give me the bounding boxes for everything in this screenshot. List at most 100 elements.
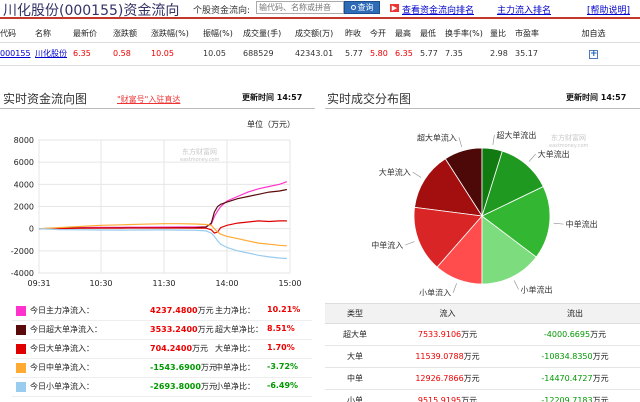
amount: 42343.01 (295, 41, 345, 66)
legend-ratio: 1.70% (267, 343, 295, 352)
prev-close: 5.77 (345, 41, 370, 66)
flow-chart-x-ticks: 09:31 10:30 11:30 14:00 15:00 (28, 279, 302, 288)
legend-label: 今日主力净流入： (30, 306, 94, 315)
flow-series-line (38, 228, 287, 260)
dist-update-label: 更新时间 (566, 93, 598, 102)
dist-inflow: 7533.9106万元 (385, 323, 510, 346)
flow-series-line (38, 188, 288, 230)
help-link[interactable]: [帮助说明] (587, 6, 631, 16)
legend-row: 今日超大单净流入： 3533.2400万元 超大单净比： 8.51% (12, 321, 312, 340)
legend-row-rule (12, 396, 312, 397)
legend-label: 今日小单净流入： (30, 382, 94, 391)
dist-type: 超大单 (325, 323, 385, 346)
pie-label: 超大单流入 (417, 132, 457, 142)
flow-update-label: 更新时间 (242, 93, 274, 102)
quote-header-cell: 换手率(%) (445, 28, 483, 38)
quote-header-cell: 代码 (0, 28, 16, 38)
wealth-promo-link[interactable]: "财富号"入驻直达 (117, 95, 181, 104)
stock-name-link[interactable]: 川化股份 (35, 49, 67, 58)
dist-inflow-value: 11539.0788 (415, 352, 464, 361)
legend-ratio-label: 主力净比： (215, 306, 255, 315)
legend-swatch (16, 325, 26, 335)
dist-type: 大单 (325, 345, 385, 368)
rank-link[interactable]: 查看资金流向排名 (402, 6, 475, 16)
flow-x-tick-label: 09:31 (28, 279, 51, 288)
dist-update-value: 14:57 (600, 93, 627, 102)
legend-value-unit: 万元 (197, 306, 214, 315)
dist-inflow-value: 12926.7866 (415, 374, 464, 383)
dist-table: 类型 流入 流出 超大单 7533.9106万元 -4000.6695万元 大单 11539… (325, 303, 640, 402)
flow-y-tick-label: 4000 (14, 180, 34, 189)
quote-table: 代码 名称 最新价 涨跌额 涨跌幅(%) 振幅(%) 成交量(手) 成交额(万) 昨收 今开 最高最… (0, 25, 640, 66)
pie-label-leader (452, 283, 457, 293)
legend-ratio-label: 超大单净比： (215, 325, 263, 334)
low-price: 5.77 (420, 41, 445, 66)
dist-inflow: 9515.9195万元 (385, 389, 510, 402)
quote-header-cell: 成交额(万) (295, 28, 334, 38)
flow-chart-watermark: 东方财富网 eastmoney.com (180, 147, 220, 163)
pie-slice (414, 158, 483, 217)
stock-code-link[interactable]: 000155 (0, 49, 31, 58)
pie-label-leader (412, 171, 422, 178)
legend-ratio: -6.49% (267, 381, 299, 390)
flow-y-tick-label: 0 (29, 225, 34, 234)
pie-label-leader (405, 241, 415, 246)
flow-y-tick-label: 6000 (14, 158, 34, 167)
quote-header-cell: 市盈率 (515, 28, 539, 38)
flow-x-tick-label: 14:00 (215, 279, 238, 288)
quote-header-cell: 涨跌额 (113, 28, 137, 38)
flow-legend: 今日主力净流入： 4237.4800万元 主力净比： 10.21% 今日超大单净流入： 3… (12, 302, 312, 397)
dist-section-title: 实时成交分布图 (327, 92, 412, 106)
dist-row: 中单 12926.7866万元 -14470.4727万元 (325, 367, 640, 390)
dist-inflow-value: 9515.9195 (417, 396, 462, 402)
add-watchlist-button[interactable]: + (589, 48, 598, 59)
quote-row: 000155 川化股份 6.35 0.58 10.05 10.05 688529… (0, 41, 640, 66)
quote-header-cell: 最新价 (73, 28, 97, 38)
pie-slices (413, 147, 551, 285)
legend-swatch (16, 363, 26, 373)
flow-x-tick-label: 15:00 (278, 279, 301, 288)
pie-label: 大单流入 (379, 167, 411, 177)
query-button-label: 查询 (357, 3, 374, 12)
pie-label: 中单流出 (566, 219, 598, 229)
pe-ratio: 35.17 (515, 41, 547, 66)
unit-label: 单位（万元） (247, 120, 295, 129)
dist-type: 小单 (325, 389, 385, 402)
pie-slice (481, 215, 537, 285)
flow-y-tick-label: -2000 (11, 247, 34, 256)
rank-icon: ▶ (390, 4, 399, 12)
query-button[interactable]: 查询 (344, 1, 380, 14)
legend-value: 704.2400万元 (150, 343, 208, 354)
quote-header-cell: 量比 (490, 28, 506, 38)
legend-row-rule (12, 377, 312, 378)
flow-section-rule (0, 108, 315, 109)
flow-y-tick-label: -4000 (11, 269, 34, 278)
quote-header-cell: 今开 (370, 28, 386, 38)
high-price: 6.35 (395, 41, 420, 66)
legend-swatch (16, 382, 26, 392)
volume: 688529 (243, 41, 295, 66)
quote-header-cell: 最高 (395, 28, 411, 38)
dist-inflow-unit: 万元 (463, 374, 480, 383)
pie-label-leader (492, 134, 495, 145)
legend-row-rule (12, 339, 312, 340)
dist-outflow-unit: 万元 (592, 374, 609, 383)
search-input[interactable] (256, 1, 344, 14)
flow-chart-series (38, 181, 288, 260)
flow-watermark-name: 东方财富网 (182, 147, 217, 156)
dist-inflow: 11539.0788万元 (385, 345, 510, 368)
dist-inflow-unit: 万元 (463, 352, 480, 361)
pie-label: 小单流出 (521, 284, 553, 294)
quote-header-cell: 振幅(%) (203, 28, 233, 38)
dist-outflow: -4000.6695万元 (510, 323, 640, 346)
main-inflow-rank-link[interactable]: 主力流入排名 (497, 6, 552, 16)
dist-header-row: 类型 流入 流出 (325, 303, 640, 324)
legend-value-unit: 万元 (197, 325, 214, 334)
pie-label: 超大单流出 (496, 130, 536, 140)
pie-label: 中单流入 (371, 240, 403, 250)
legend-value: -1543.6900万元 (150, 362, 217, 373)
quote-header-cell: 昨收 (345, 28, 361, 38)
dist-outflow-value: -4000.6695 (543, 330, 591, 339)
